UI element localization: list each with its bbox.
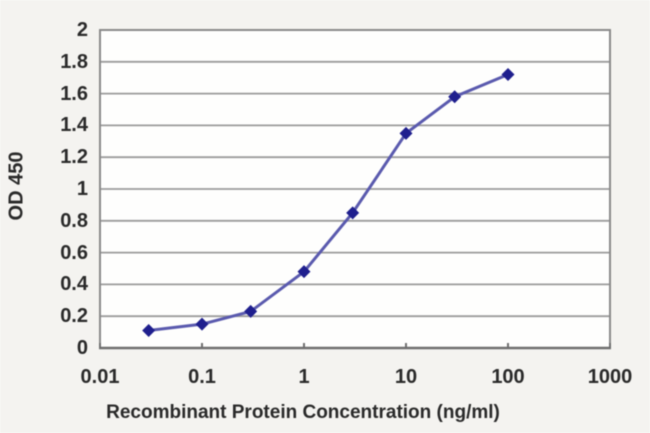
data-point-marker	[297, 265, 311, 279]
y-tick-label: 0	[76, 337, 88, 359]
x-tick-label: 0.1	[188, 366, 216, 388]
plot-frame	[99, 29, 611, 348]
y-tick-label: 0.2	[60, 305, 88, 328]
data-point-marker	[195, 317, 209, 331]
x-axis-title: Recombinant Protein Concentration (ng/ml…	[106, 402, 500, 423]
y-tick-label: 1.4	[60, 114, 88, 137]
y-tick-label: 0.6	[60, 241, 88, 264]
y-tick-label: 1.8	[60, 50, 88, 73]
x-tick-label: 0.01	[80, 366, 120, 388]
x-tick-label: 10	[394, 366, 418, 388]
y-tick-label: 0.8	[60, 209, 88, 232]
data-line	[148, 73, 509, 332]
y-tick-label: 1	[76, 178, 88, 200]
x-tick-label: 1	[298, 366, 310, 388]
x-tick-label: 1000	[587, 366, 633, 388]
data-point-marker	[448, 90, 462, 104]
y-tick-label: 2	[76, 19, 88, 41]
data-point-marker	[244, 304, 258, 318]
data-point-marker	[399, 126, 413, 140]
data-point-marker	[501, 68, 515, 82]
data-point-marker	[346, 206, 360, 220]
x-tick-label: 100	[491, 366, 525, 388]
y-tick-label: 0.4	[60, 273, 88, 296]
data-point-marker	[142, 324, 156, 338]
y-tick-label: 1.6	[60, 82, 88, 105]
y-axis-title: OD 450	[5, 151, 28, 221]
y-tick-label: 1.2	[60, 146, 88, 169]
